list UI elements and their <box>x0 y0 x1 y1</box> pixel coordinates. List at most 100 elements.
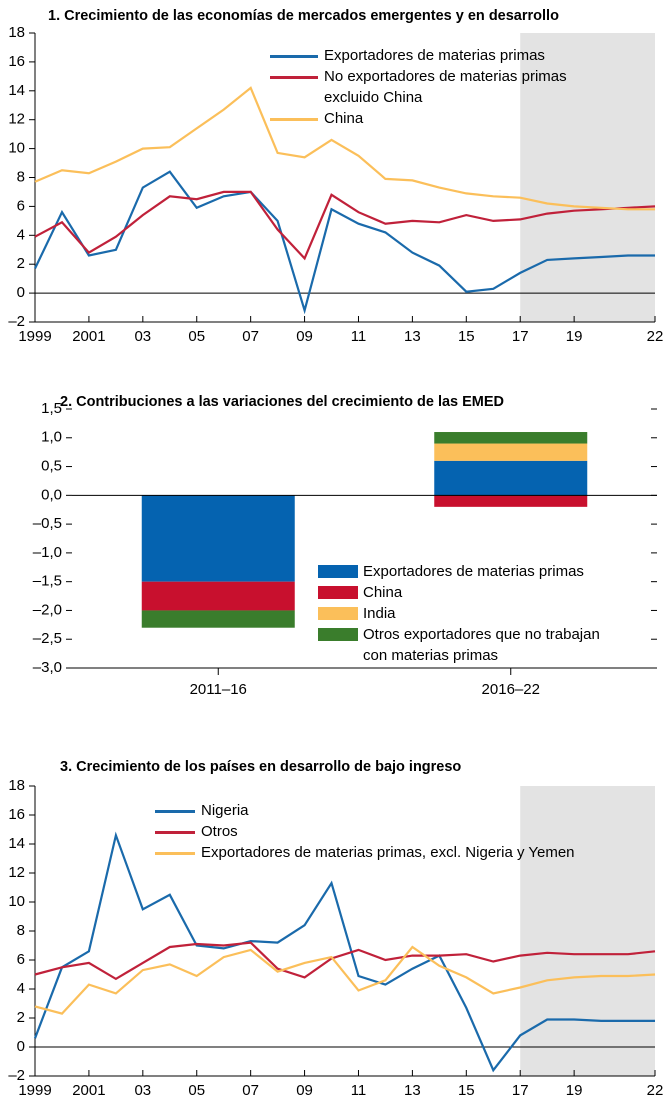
legend-swatch <box>270 76 318 79</box>
bar-segment <box>141 610 295 628</box>
series-line <box>34 190 656 261</box>
y-tick-label: 2 <box>17 1009 25 1026</box>
x-tick-label: 2001 <box>72 328 105 345</box>
y-tick-label: –1,5 <box>33 573 62 590</box>
legend-label: India <box>363 605 396 622</box>
y-tick-label: 8 <box>17 168 25 185</box>
x-tick-label: 15 <box>458 1082 475 1099</box>
series-line <box>34 86 655 211</box>
y-tick-label: 8 <box>17 922 25 939</box>
legend-entry: Exportadores de materias primas <box>318 561 621 582</box>
y-tick-label: 0,0 <box>41 486 62 503</box>
x-tick-label: 15 <box>458 328 475 345</box>
y-tick-label: 4 <box>17 980 25 997</box>
y-tick-label: 18 <box>8 777 25 794</box>
x-tick-label: 2011–16 <box>190 681 247 698</box>
x-tick-label: 05 <box>188 328 205 345</box>
series-line <box>34 945 656 1015</box>
x-tick-label: 13 <box>404 1082 421 1099</box>
legend-entry: No exportadores de materias primas exclu… <box>270 66 609 108</box>
y-tick-label: 18 <box>8 24 25 41</box>
x-tick-label: 2001 <box>72 1082 105 1099</box>
legend-entry: India <box>318 603 621 624</box>
y-tick-label: 12 <box>8 111 25 128</box>
legend-entry: Nigeria <box>155 800 668 821</box>
x-tick-label: 19 <box>566 328 583 345</box>
y-tick-label: 1,5 <box>41 400 62 417</box>
y-tick-label: 2 <box>17 255 25 272</box>
y-tick-label: 6 <box>17 197 25 214</box>
y-tick-label: 16 <box>8 806 25 823</box>
legend: Nigeria Otros Exportadores de materias pri… <box>155 800 668 863</box>
y-tick-label: –0,5 <box>33 515 62 532</box>
series-line <box>33 831 655 1073</box>
x-tick-label: 17 <box>512 1082 529 1099</box>
y-tick-label: 10 <box>8 140 25 157</box>
legend-entry: Otros exportadores que no trabajan con m… <box>318 624 621 666</box>
y-tick-label: 4 <box>17 226 25 243</box>
bar-segment <box>141 581 295 611</box>
x-tick-label: 03 <box>134 328 151 345</box>
legend-swatch <box>155 831 195 834</box>
y-tick-label: 1,0 <box>41 429 62 446</box>
legend-swatch <box>155 810 195 813</box>
bar-segment <box>434 495 588 507</box>
x-tick-label: 07 <box>242 328 259 345</box>
legend-swatch <box>155 852 195 855</box>
y-tick-label: 0,5 <box>41 458 62 475</box>
x-tick-label: 07 <box>242 1082 259 1099</box>
legend-swatch <box>270 118 318 121</box>
chart-title: 2. Contribuciones a las variaciones del … <box>60 394 505 410</box>
legend-swatch <box>318 586 358 599</box>
y-tick-label: 10 <box>8 893 25 910</box>
x-tick-label: 09 <box>296 1082 313 1099</box>
x-tick-label: 11 <box>351 1082 367 1099</box>
x-tick-label: 17 <box>512 328 529 345</box>
bar-segment <box>434 460 588 496</box>
x-tick-label: 03 <box>134 1082 151 1099</box>
y-tick-label: –2 <box>8 313 25 330</box>
y-tick-label: 0 <box>17 1038 25 1055</box>
legend-entry: Exportadores de materias primas, excl. N… <box>155 842 668 863</box>
legend-entry: Otros <box>155 821 668 842</box>
legend-entry: China <box>318 582 621 603</box>
chart-title: 3. Crecimiento de los países en desarrol… <box>60 759 462 775</box>
legend-swatch <box>318 628 358 641</box>
legend-swatch <box>318 607 358 620</box>
projection-shade <box>520 786 655 1076</box>
series-line <box>34 941 656 981</box>
y-tick-label: 16 <box>8 53 25 70</box>
y-tick-label: 6 <box>17 951 25 968</box>
x-tick-label: 1999 <box>18 328 51 345</box>
legend-label: Exportadores de materias primas <box>363 563 584 580</box>
series-line <box>34 170 655 315</box>
x-tick-label: 1999 <box>18 1082 51 1099</box>
y-tick-label: 0 <box>17 284 25 301</box>
x-tick-label: 05 <box>188 1082 205 1099</box>
legend-label: Otros exportadores que no trabajan con m… <box>363 626 600 664</box>
y-tick-label: –2,0 <box>33 601 62 618</box>
legend-label: Nigeria <box>201 802 249 819</box>
legend-label: China <box>363 584 403 601</box>
y-tick-label: –1,0 <box>33 544 62 561</box>
y-tick-label: –2,5 <box>33 630 62 647</box>
y-tick-label: 14 <box>8 82 25 99</box>
x-tick-label: 13 <box>404 328 421 345</box>
y-tick-label: –2 <box>8 1067 25 1084</box>
x-tick-label: 22 <box>647 328 664 345</box>
y-tick-label: –3,0 <box>33 659 62 676</box>
y-tick-label: 14 <box>8 835 25 852</box>
legend: Exportadores de materias primas China Indi… <box>318 561 621 666</box>
legend: Exportadores de materias primas No export… <box>270 45 609 129</box>
x-tick-label: 22 <box>647 1082 664 1099</box>
chart-title: 1. Crecimiento de las economías de merca… <box>48 8 559 24</box>
legend-swatch <box>270 55 318 58</box>
bar-segment <box>434 432 588 444</box>
legend-label: China <box>324 110 364 127</box>
legend-label: Otros <box>201 823 238 840</box>
x-tick-label: 11 <box>351 328 367 345</box>
bar-segment <box>141 495 295 582</box>
legend-swatch <box>318 565 358 578</box>
